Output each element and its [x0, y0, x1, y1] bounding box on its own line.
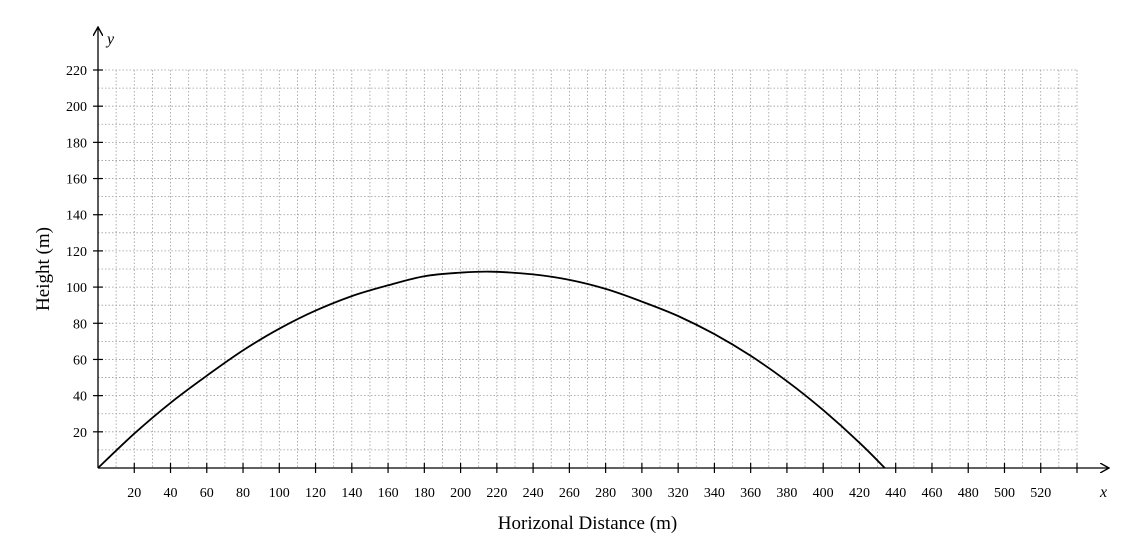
x-tick-label: 180 — [414, 486, 435, 501]
axes — [98, 28, 1108, 468]
y-tick-label: 180 — [66, 136, 87, 151]
y-axis-variable: y — [105, 31, 115, 48]
x-tick-label: 200 — [450, 486, 471, 501]
x-tick-label: 80 — [236, 486, 250, 501]
ticks: 20 40 60 80 100 120 140 160 180 200 220 240 260 280 30… — [66, 64, 1078, 501]
x-tick-label: 120 — [305, 486, 326, 501]
x-tick-label: 460 — [921, 486, 942, 501]
y-tick-label: 140 — [66, 209, 87, 224]
x-tick-label: 420 — [849, 486, 870, 501]
y-tick-label: 220 — [66, 64, 87, 79]
grid — [98, 69, 1078, 468]
x-tick-label: 320 — [668, 486, 689, 501]
x-tick-label: 520 — [1030, 486, 1051, 501]
y-tick-label: 40 — [73, 390, 87, 405]
plot-area — [97, 270, 886, 469]
x-tick-label: 280 — [595, 486, 616, 501]
x-tick-label: 340 — [704, 486, 725, 501]
y-tick-label: 20 — [73, 426, 87, 441]
y-tick-label: 200 — [66, 100, 87, 115]
x-tick-label: 220 — [486, 486, 507, 501]
x-tick-label: 240 — [523, 486, 544, 501]
y-tick-label: 60 — [73, 353, 87, 368]
x-axis-title: Horizonal Distance (m) — [498, 513, 677, 534]
x-tick-label: 440 — [885, 486, 906, 501]
y-tick-label: 80 — [73, 317, 87, 332]
x-tick-label: 20 — [127, 486, 141, 501]
x-tick-label: 60 — [200, 486, 214, 501]
trajectory-curve — [97, 270, 886, 469]
x-axis-variable: x — [1099, 484, 1107, 501]
x-tick-label: 500 — [994, 486, 1015, 501]
x-tick-label: 360 — [740, 486, 761, 501]
x-tick-label: 100 — [269, 486, 290, 501]
x-tick-label: 260 — [559, 486, 580, 501]
y-tick-label: 100 — [66, 281, 87, 296]
y-tick-label: 120 — [66, 245, 87, 260]
x-tick-label: 300 — [631, 486, 652, 501]
x-tick-label: 380 — [776, 486, 797, 501]
x-tick-label: 400 — [813, 486, 834, 501]
y-tick-label: 160 — [66, 173, 87, 188]
x-tick-label: 160 — [378, 486, 399, 501]
x-tick-label: 140 — [341, 486, 362, 501]
x-tick-label: 40 — [164, 486, 178, 501]
y-axis-title: Height (m) — [33, 227, 54, 311]
x-tick-label: 480 — [958, 486, 979, 501]
